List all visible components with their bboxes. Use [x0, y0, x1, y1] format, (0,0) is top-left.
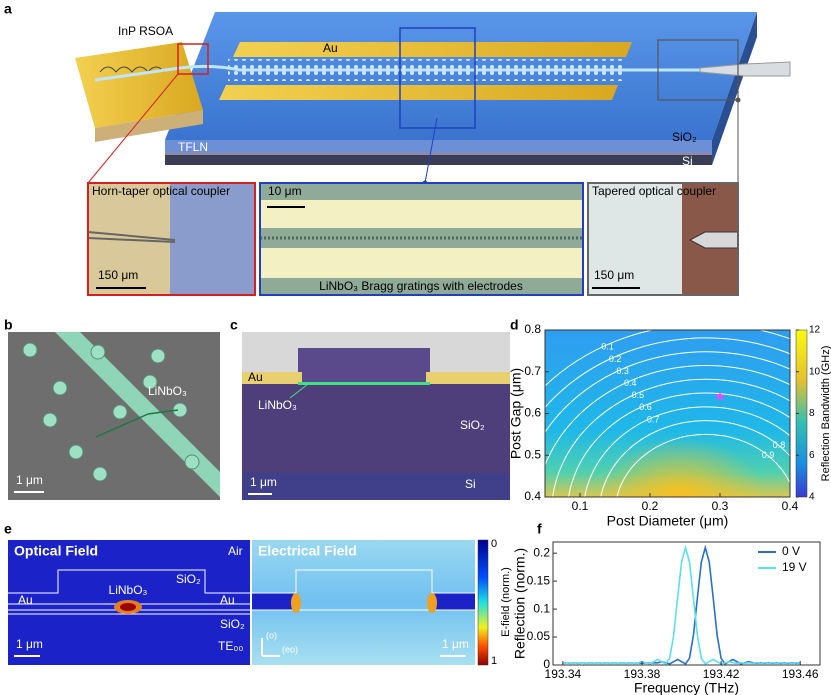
x-tick-label: 0.1	[572, 499, 589, 513]
contour-label: 0.5	[632, 390, 645, 400]
sem-cross-section: Au LiNbO₃ SiO₂ Si 1 μm	[242, 332, 510, 500]
label: Si	[682, 154, 693, 168]
inset-title: Tapered optical coupler	[592, 184, 716, 198]
contour-line	[568, 392, 790, 497]
contour-line	[584, 406, 790, 497]
label: SiO₂	[220, 617, 245, 631]
contour-label: 0.1	[601, 342, 614, 352]
y-tick-label: 0.7	[524, 364, 541, 378]
device-schematic: InP RSOA Au SiO₂ TFLN Si	[75, 12, 791, 186]
inset-grating: 10 μm LiNbO₃ Bragg gratings with electro…	[259, 182, 584, 296]
inset-taper: Tapered optical coupler 150 μm	[587, 182, 739, 296]
label: Air	[228, 544, 243, 558]
y-tick-label: 0	[543, 657, 550, 671]
scale-label: 10 μm	[268, 184, 302, 198]
colorbar-tick-label: 12	[809, 325, 821, 336]
label: SiO₂	[672, 130, 697, 144]
panel-label: f	[537, 521, 542, 537]
label: InP RSOA	[118, 24, 173, 38]
field-title: Electrical Field	[258, 543, 357, 559]
y-tick-label: 0.6	[524, 406, 541, 420]
colorbar-tick-label: 8	[809, 408, 815, 419]
series-line	[562, 544, 801, 665]
x-axis-label: Frequency (THz)	[634, 680, 739, 695]
colorbar-tick-label: 10	[809, 366, 821, 377]
x-axis-label: Post Diameter (μm)	[607, 513, 729, 529]
axis-label: (o)	[266, 630, 277, 640]
label: LiNbO₃	[109, 583, 148, 597]
inset-title: Horn-taper optical coupler	[92, 184, 230, 198]
label: Au	[248, 370, 263, 384]
label: SiO₂	[460, 418, 485, 432]
contour-label: 0.2	[609, 354, 622, 364]
contour-label: 0.7	[647, 414, 660, 424]
panel-label: e	[4, 521, 12, 537]
contours: 0.1 0.2 0.3 0.4 0.5 0.6 0.7 0.80.9	[545, 330, 790, 497]
contour-line	[616, 433, 790, 497]
x-tick-label: 0.3	[712, 499, 729, 513]
label: Au	[323, 41, 338, 55]
y-tick-label: 0.05	[527, 629, 551, 643]
x-tick-label: 193.38	[624, 667, 661, 681]
panel-label: d	[510, 317, 519, 333]
label: Au	[18, 593, 33, 607]
y-axis-label: Reflection (norm.)	[512, 548, 528, 659]
label: Au	[220, 593, 235, 607]
panel-label: a	[4, 1, 12, 17]
legend-label: 19 V	[782, 560, 807, 574]
inset-title: LiNbO₃ Bragg gratings with electrodes	[319, 279, 523, 293]
axis-label: (eo)	[282, 644, 298, 654]
label: LiNbO₃	[148, 384, 187, 398]
y-tick-label: 0.4	[524, 489, 541, 503]
y-tick-label: 0.2	[533, 545, 550, 559]
scale-label: 1 μm	[16, 473, 43, 487]
inset-horn: Horn-taper optical coupler 150 μm	[87, 182, 256, 296]
contour-line	[545, 351, 790, 434]
y-tick-label: 0.5	[524, 447, 541, 461]
contour-label: 0.9	[762, 450, 775, 460]
label: TE₀₀	[218, 639, 243, 653]
label: LiNbO₃	[258, 398, 297, 412]
colorbar-tick-label: 4	[809, 492, 815, 503]
x-tick-label: 0.2	[642, 499, 659, 513]
field-maps: Optical Field Air SiO₂ Au LiNbO₃ Au SiO₂…	[8, 539, 512, 666]
scale-label: 150 μm	[98, 268, 138, 282]
panel-label: c	[230, 317, 238, 333]
contour-line	[552, 378, 790, 497]
sem-top: LiNbO₃ 1 μm	[8, 332, 220, 500]
label: Si	[465, 477, 476, 491]
contour-label: 0.4	[624, 378, 637, 388]
x-tick-label: 193.46	[782, 667, 819, 681]
panel-label: b	[4, 317, 13, 333]
scale-label: 1 μm	[250, 475, 277, 489]
scale-label: 1 μm	[442, 637, 469, 651]
colorbar-tick-label: 0	[491, 538, 497, 550]
label: SiO₂	[176, 572, 201, 586]
contour-label: 0.6	[639, 402, 652, 412]
contour-line	[600, 420, 790, 497]
plot-frame	[552, 541, 821, 666]
colorbar-label: E-field (norm.)	[500, 567, 512, 637]
colorbar-tick-label: 1	[491, 655, 497, 667]
x-tick-label: 193.42	[703, 667, 740, 681]
y-tick-label: 0.1	[533, 601, 550, 615]
label: TFLN	[178, 140, 208, 154]
x-tick-label: 193.34	[545, 667, 582, 681]
contour-line	[545, 365, 790, 467]
colorbar-tick-label: 6	[809, 450, 815, 461]
legend-label: 0 V	[782, 544, 800, 558]
colorbar-label: Reflection Bandwidth (GHz)	[820, 346, 831, 482]
scale-label: 1 μm	[16, 637, 43, 651]
contour-line	[545, 337, 790, 409]
y-axis-label: Post Gap (μm)	[508, 368, 524, 459]
scale-label: 150 μm	[594, 268, 634, 282]
contour-label: 0.3	[616, 366, 629, 376]
marker	[715, 391, 725, 401]
y-tick-label: 0.8	[524, 322, 541, 336]
y-tick-label: 0.15	[527, 573, 551, 587]
field-title: Optical Field	[14, 543, 98, 559]
x-tick-label: 0.4	[782, 499, 799, 513]
contour-label: 0.8	[773, 440, 786, 450]
